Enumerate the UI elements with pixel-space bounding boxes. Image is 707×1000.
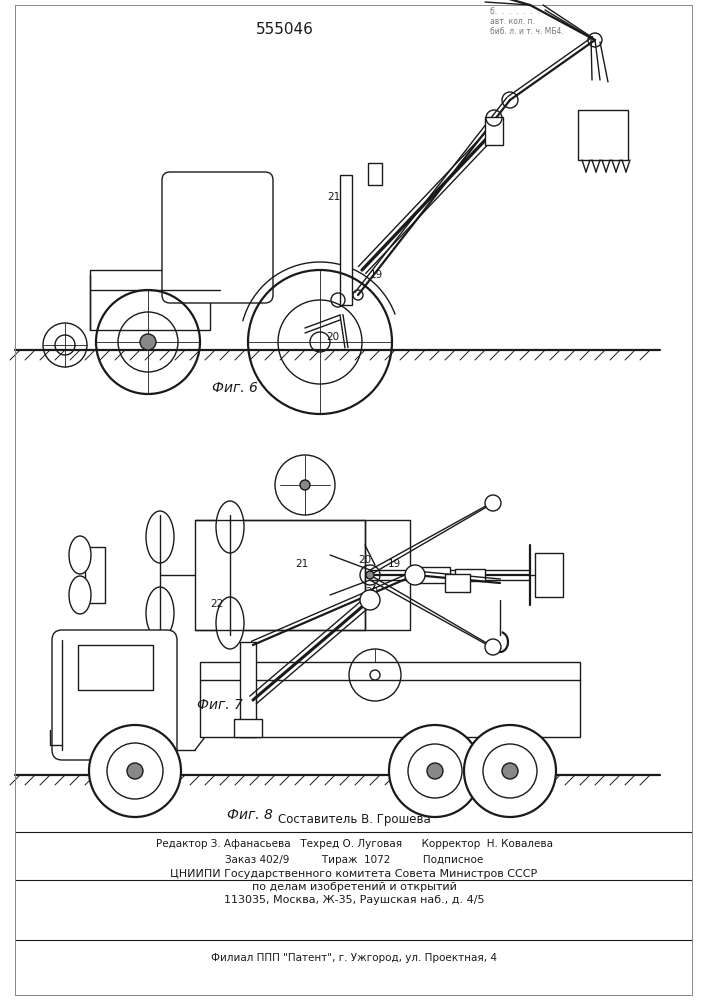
Text: Редактор З. Афанасьева   Техред О. Луговая      Корректор  Н. Ковалева: Редактор З. Афанасьева Техред О. Луговая… [156, 839, 552, 849]
Text: 555046: 555046 [256, 22, 314, 37]
Bar [455, 569, 485, 581]
Bar [485, 117, 503, 145]
Circle shape [405, 565, 425, 585]
Circle shape [360, 590, 380, 610]
Text: Составитель В. Грошева: Составитель В. Грошева [278, 814, 431, 826]
Text: 20: 20 [365, 587, 378, 597]
Bar [234, 719, 262, 737]
Bar [410, 567, 450, 583]
Circle shape [427, 763, 443, 779]
Ellipse shape [69, 576, 91, 614]
Ellipse shape [146, 587, 174, 639]
Bar [78, 645, 153, 690]
Text: Филиал ППП "Патент", г. Ужгород, ул. Проектная, 4: Филиал ППП "Патент", г. Ужгород, ул. Про… [211, 953, 497, 963]
Ellipse shape [69, 536, 91, 574]
Text: 20: 20 [327, 332, 339, 342]
Bar [200, 662, 580, 737]
Bar [535, 553, 563, 597]
Circle shape [366, 571, 374, 579]
Ellipse shape [146, 511, 174, 563]
Bar [578, 110, 628, 160]
FancyBboxPatch shape [52, 630, 177, 760]
Circle shape [89, 725, 181, 817]
Text: 19: 19 [370, 270, 383, 280]
Circle shape [300, 480, 310, 490]
Bar [340, 175, 352, 305]
Text: авт. кол. п.: авт. кол. п. [490, 17, 535, 26]
Circle shape [140, 334, 156, 350]
Bar [368, 163, 382, 185]
Text: Фиг. 8: Фиг. 8 [227, 808, 273, 822]
Bar [85, 547, 105, 603]
Circle shape [389, 725, 481, 817]
FancyBboxPatch shape [162, 172, 273, 303]
Circle shape [502, 763, 518, 779]
Circle shape [485, 495, 501, 511]
Text: 20: 20 [358, 555, 371, 565]
Circle shape [464, 725, 556, 817]
Bar [90, 270, 210, 330]
Text: Фиг. 6: Фиг. 6 [212, 381, 258, 395]
Text: биб. л. и т. ч. МБ4.: биб. л. и т. ч. МБ4. [490, 27, 563, 36]
Circle shape [127, 763, 143, 779]
Text: ЦНИИПИ Государственного комитета Совета Министров СССР: ЦНИИПИ Государственного комитета Совета … [170, 869, 537, 879]
Text: 21: 21 [327, 192, 340, 202]
Bar [445, 574, 470, 592]
Text: 21: 21 [295, 559, 308, 569]
Ellipse shape [216, 597, 244, 649]
Bar [240, 642, 256, 737]
Text: Фиг. 7: Фиг. 7 [197, 698, 243, 712]
Text: 113035, Москва, Ж-35, Раушская наб., д. 4/5: 113035, Москва, Ж-35, Раушская наб., д. … [223, 895, 484, 905]
Text: Заказ 402/9          Тираж  1072          Подписное: Заказ 402/9 Тираж 1072 Подписное [225, 855, 483, 865]
Text: б.  .  .  .  .  .  .: б. . . . . . . [490, 7, 540, 16]
Circle shape [485, 639, 501, 655]
Text: по делам изобретений и открытий: по делам изобретений и открытий [252, 882, 457, 892]
Text: 22: 22 [210, 599, 223, 609]
Ellipse shape [216, 501, 244, 553]
Bar [195, 520, 365, 630]
Text: 19: 19 [388, 559, 402, 569]
